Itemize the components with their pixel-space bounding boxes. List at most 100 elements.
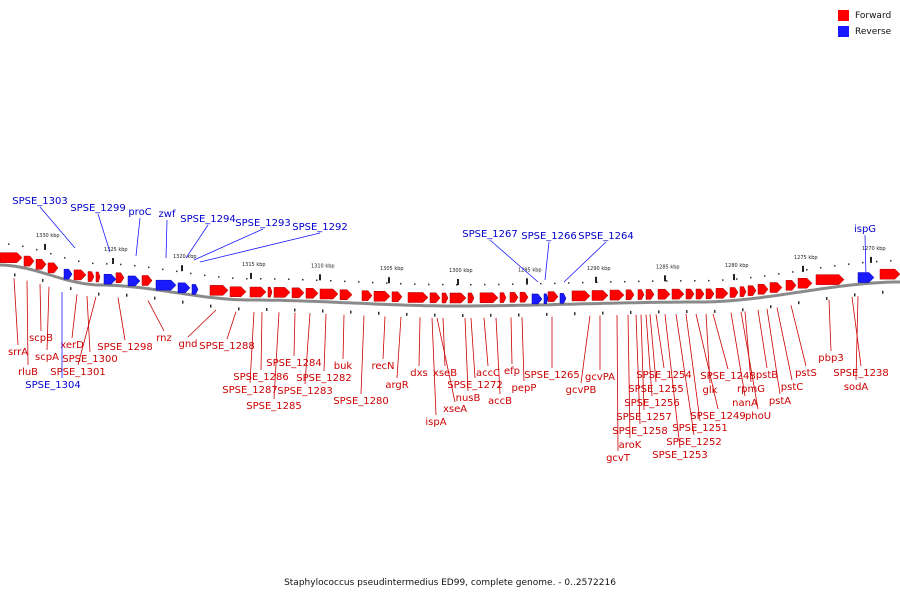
forward-gene-arrow	[657, 288, 671, 300]
forward-gene-label: efp	[504, 366, 520, 377]
scale-label: 1275 kbp	[794, 255, 818, 261]
forward-label-leader	[695, 313, 719, 410]
reverse-label-leader	[165, 219, 168, 259]
tick-dot	[64, 257, 66, 259]
forward-label-leader	[304, 313, 311, 385]
scale-tick	[664, 275, 666, 282]
tick-dot	[770, 305, 772, 309]
forward-gene-arrow	[229, 286, 247, 297]
tick-dot	[134, 265, 136, 267]
forward-gene-label: SPSE_1253	[652, 450, 708, 461]
scale-tick	[870, 256, 872, 263]
forward-label-leader	[293, 312, 296, 357]
tick-dot	[624, 280, 626, 283]
forward-label-leader	[730, 312, 746, 397]
baseline-tick-dots	[8, 243, 892, 317]
forward-gene-arrow	[209, 285, 229, 296]
forward-label-leader	[495, 317, 501, 395]
reverse-label-leader	[193, 228, 264, 261]
forward-gene-arrow	[361, 290, 373, 301]
reverse-gene-label: ispG	[854, 224, 876, 235]
forward-gene-arrow	[35, 259, 47, 270]
genome-caption: Staphylococcus pseudintermedius ED99, co…	[284, 578, 616, 588]
forward-label-leader	[187, 309, 217, 338]
forward-label-leader	[39, 283, 42, 332]
reverse-gene-label: SPSE_1299	[70, 203, 126, 214]
forward-label-leader	[117, 297, 126, 341]
forward-gene-label: SPSE_1284	[266, 358, 322, 369]
tick-dot	[630, 310, 632, 314]
forward-label-leader	[645, 314, 653, 397]
tick-dot	[470, 284, 472, 286]
tick-dot	[806, 269, 808, 271]
forward-gene-arrow	[115, 272, 125, 283]
forward-gene-arrow	[73, 269, 87, 281]
tick-dot	[50, 253, 52, 255]
tick-dot	[602, 311, 604, 315]
forward-gene-arrow	[571, 290, 591, 302]
forward-label-leader	[851, 296, 862, 367]
forward-gene-label: gcvPB	[566, 385, 597, 396]
forward-gene-arrow	[747, 285, 757, 296]
tick-dot	[120, 263, 122, 266]
forward-label-leader	[226, 311, 237, 340]
forward-gene-label: SPSE_1287	[222, 385, 278, 396]
forward-gene-arrow	[449, 292, 467, 304]
forward-gene-arrow	[141, 275, 153, 286]
tick-dot	[582, 281, 584, 284]
reverse-gene-label: SPSE_1294	[180, 214, 236, 225]
tick-dot	[92, 262, 94, 265]
forward-gene-arrow	[23, 255, 35, 267]
forward-gene-label: pstA	[769, 396, 791, 407]
forward-gene-label: aroK	[619, 440, 642, 451]
forward-label-leader	[616, 315, 619, 452]
genome-backbone	[0, 263, 900, 308]
forward-gene-label: gcvT	[606, 453, 631, 464]
scale-label: 1330 kbp	[36, 233, 60, 239]
scale-tick	[44, 243, 46, 250]
forward-gene-arrow	[739, 286, 747, 297]
scale-labels: 1330 kbp 1325 kbp 1320 kbp 1315 kbp 1310 kbp…	[36, 233, 886, 285]
legend-label-forward: Forward	[855, 10, 892, 21]
tick-dot	[736, 278, 738, 280]
forward-gene-label: SPSE_1256	[624, 398, 680, 409]
scale-label: 1300 kbp	[449, 268, 473, 274]
legend-item-forward: Forward	[838, 9, 898, 22]
scale-label: 1290 kbp	[587, 266, 611, 272]
forward-gene-label: SPSE_1282	[296, 373, 352, 384]
tick-dot	[848, 263, 850, 265]
reverse-gene-label: SPSE_1304	[25, 380, 81, 391]
tick-dot	[512, 283, 514, 285]
tick-dot	[386, 282, 388, 284]
forward-gene-arrow	[785, 280, 797, 291]
scale-label: 1325 kbp	[104, 247, 128, 253]
reverse-gene-arrow	[103, 273, 117, 285]
forward-label-leader	[464, 317, 469, 392]
forward-label-leader	[273, 312, 280, 400]
forward-label-leader	[705, 313, 711, 384]
scale-tick	[802, 265, 804, 272]
forward-gene-arrow	[273, 287, 291, 298]
forward-label-leader	[855, 296, 859, 381]
tick-dot	[14, 273, 16, 277]
forward-label-leader	[580, 315, 591, 384]
forward-gene-label: gnd	[178, 339, 197, 350]
tick-dot	[638, 280, 640, 283]
forward-label-leader	[342, 314, 345, 360]
tick-dot	[246, 278, 248, 280]
reverse-gene-arrow	[177, 282, 191, 294]
forward-gene-label: SPSE_1258	[612, 426, 668, 437]
forward-label-leader	[712, 313, 729, 370]
forward-label-leader	[757, 309, 768, 369]
forward-gene-arrow	[95, 271, 101, 283]
tick-dot	[554, 282, 556, 285]
forward-label-leader	[13, 278, 19, 346]
tick-dot	[406, 312, 408, 316]
reverse-gene-arrow	[559, 293, 567, 304]
tick-dot	[126, 293, 128, 297]
forward-gene-label: SPSE_1251	[672, 423, 728, 434]
reverse-gene-arrow	[531, 293, 543, 305]
tick-dot	[204, 274, 206, 277]
forward-gene-arrow	[291, 287, 305, 299]
